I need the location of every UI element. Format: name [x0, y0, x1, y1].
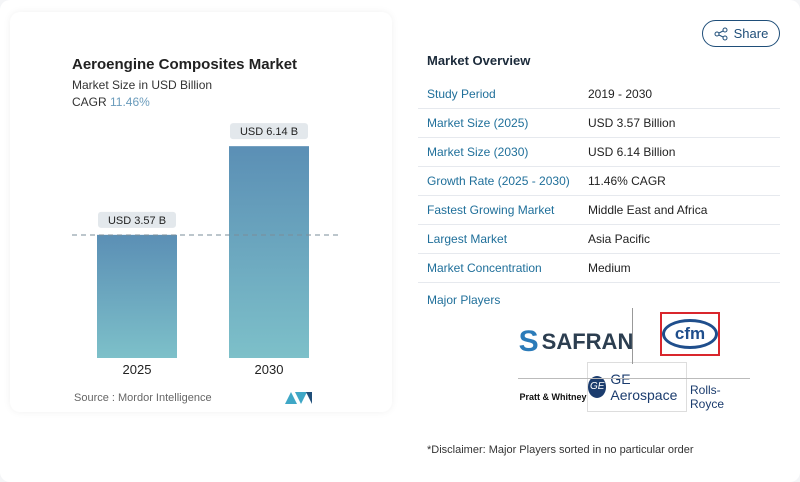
data-label: USD 3.57 B: [108, 215, 166, 227]
row-label: Study Period: [427, 87, 496, 101]
cagr-label: CAGR: [72, 95, 107, 109]
share-icon: [714, 27, 728, 40]
ge-text: GE Aerospace: [610, 371, 678, 403]
row-value: Asia Pacific: [588, 232, 651, 246]
row-value: Medium: [588, 261, 631, 275]
row-label: Market Size (2025): [427, 116, 529, 130]
overview-row: Market Size (2025) USD 3.57 Billion: [418, 109, 780, 138]
chart-title: Aeroengine Composites Market: [72, 56, 298, 73]
row-label: Market Size (2030): [427, 145, 529, 159]
bar-chart: USD 3.57 B 2025 USD 6.14 B 2030: [72, 123, 338, 377]
row-value: 2019 - 2030: [588, 87, 653, 101]
row-label: Largest Market: [427, 232, 508, 246]
cagr-value: 11.46%: [110, 95, 150, 109]
x-tick-label: 2030: [255, 362, 284, 377]
pw-text: Pratt & Whitney: [519, 392, 587, 402]
cfm-logo: cfm: [660, 312, 720, 356]
overview-row: Largest Market Asia Pacific: [418, 225, 780, 254]
pratt-whitney-logo: Pratt & Whitney: [518, 382, 588, 412]
overview-row: Growth Rate (2025 - 2030) 11.46% CAGR: [418, 167, 780, 196]
share-button[interactable]: Share: [702, 20, 780, 47]
data-label-bg: [230, 123, 308, 140]
ge-aerospace-logo: GE GE Aerospace: [587, 362, 687, 412]
mordor-logo: [285, 392, 312, 404]
safran-text: SAFRAN: [541, 329, 634, 354]
row-value: USD 6.14 Billion: [588, 145, 676, 159]
row-value: Middle East and Africa: [588, 203, 708, 217]
chart-subtitle: Market Size in USD Billion: [72, 78, 213, 92]
cfm-text: cfm: [662, 319, 718, 349]
data-label: USD 6.14 B: [240, 126, 298, 138]
divider: [518, 378, 750, 379]
x-tick-label: 2025: [123, 362, 152, 377]
overview-row: Fastest Growing Market Middle East and Af…: [418, 196, 780, 225]
disclaimer: *Disclaimer: Major Players sorted in no …: [427, 444, 694, 456]
row-value: USD 3.57 Billion: [588, 116, 676, 130]
share-label: Share: [733, 26, 769, 41]
overview-row: Market Concentration Medium: [418, 254, 780, 283]
safran-logo: S SAFRAN: [518, 325, 634, 358]
row-value: 11.46% CAGR: [588, 174, 666, 188]
overview-row: Market Size (2030) USD 6.14 Billion: [418, 138, 780, 167]
bar-2030: [229, 146, 309, 358]
source: Source : Mordor Intelligence: [74, 392, 212, 404]
major-players-label: Major Players: [427, 293, 501, 307]
row-label: Fastest Growing Market: [427, 203, 555, 217]
row-label: Market Concentration: [427, 261, 542, 275]
overview-row: Study Period 2019 - 2030: [418, 80, 780, 109]
divider: [632, 308, 633, 364]
rolls-royce-logo: Rolls-Royce: [690, 382, 752, 412]
cagr: CAGR 11.46%: [72, 95, 150, 109]
data-label-bg: [98, 211, 176, 228]
chart-panel: [10, 12, 392, 412]
rr-text: Rolls-Royce: [690, 383, 725, 411]
overview-title: Market Overview: [427, 53, 531, 68]
row-label: Growth Rate (2025 - 2030): [427, 174, 570, 188]
bar-2025: [97, 234, 177, 358]
